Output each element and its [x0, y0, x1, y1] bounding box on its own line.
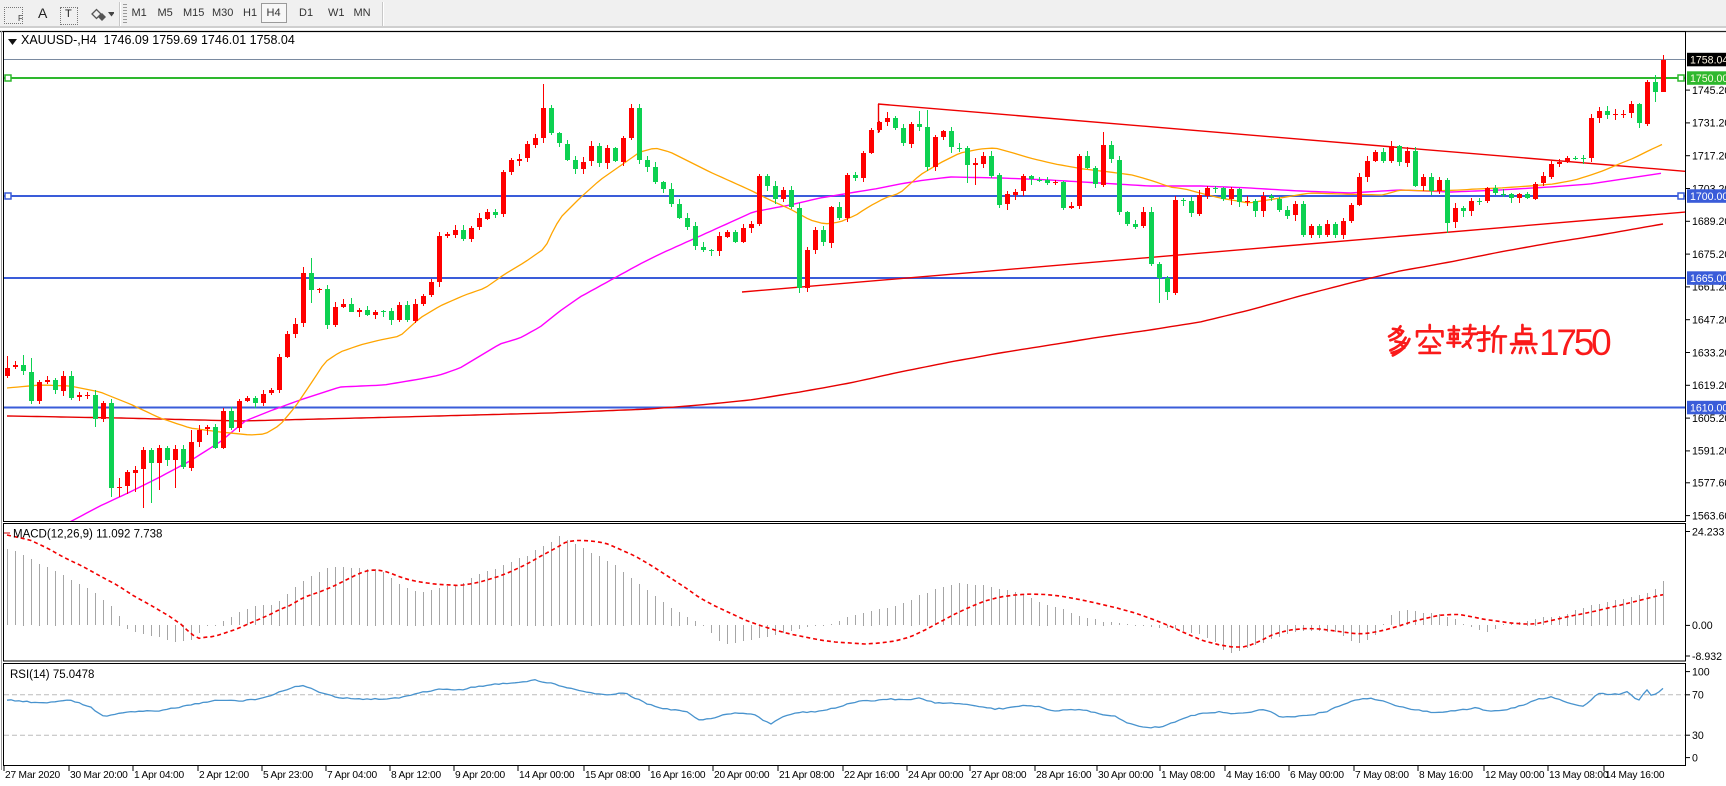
svg-text:1750.00: 1750.00: [1690, 73, 1726, 85]
svg-text:30 Apr 00:00: 30 Apr 00:00: [1098, 770, 1154, 781]
svg-text:1675.20: 1675.20: [1692, 249, 1726, 261]
svg-text:1619.20: 1619.20: [1692, 380, 1726, 392]
svg-text:7 Apr 04:00: 7 Apr 04:00: [327, 770, 377, 781]
svg-text:28 Apr 16:00: 28 Apr 16:00: [1036, 770, 1092, 781]
svg-text:1750: 1750: [1539, 322, 1611, 363]
svg-text:30: 30: [1692, 730, 1704, 742]
svg-text:1665.00: 1665.00: [1690, 273, 1726, 285]
svg-text:14 Apr 00:00: 14 Apr 00:00: [519, 770, 575, 781]
svg-text:30 Mar 20:00: 30 Mar 20:00: [70, 770, 128, 781]
svg-text:21 Apr 08:00: 21 Apr 08:00: [779, 770, 835, 781]
svg-text:14 May 16:00: 14 May 16:00: [1605, 770, 1665, 781]
svg-text:1758.04: 1758.04: [1690, 54, 1726, 66]
svg-text:13 May 08:00: 13 May 08:00: [1549, 770, 1609, 781]
svg-text:15 Apr 08:00: 15 Apr 08:00: [585, 770, 641, 781]
svg-text:1577.60: 1577.60: [1692, 478, 1726, 490]
svg-text:1700.00: 1700.00: [1690, 191, 1726, 203]
svg-text:1591.20: 1591.20: [1692, 446, 1726, 458]
svg-text:24 Apr 00:00: 24 Apr 00:00: [908, 770, 964, 781]
svg-text:0.00: 0.00: [1692, 620, 1713, 632]
svg-text:2 Apr 12:00: 2 Apr 12:00: [199, 770, 249, 781]
svg-text:27 Mar 2020: 27 Mar 2020: [5, 770, 61, 781]
svg-text:0: 0: [1692, 752, 1698, 764]
svg-text:16 Apr 16:00: 16 Apr 16:00: [650, 770, 706, 781]
svg-text:9 Apr 20:00: 9 Apr 20:00: [455, 770, 505, 781]
svg-text:1605.20: 1605.20: [1692, 413, 1726, 425]
svg-text:-8.932: -8.932: [1692, 651, 1722, 663]
svg-text:100: 100: [1692, 666, 1710, 678]
svg-text:MACD(12,26,9) 11.092 7.738: MACD(12,26,9) 11.092 7.738: [13, 529, 162, 541]
svg-text:RSI(14) 75.0478: RSI(14) 75.0478: [10, 669, 94, 681]
svg-text:1 Apr 04:00: 1 Apr 04:00: [134, 770, 184, 781]
svg-text:20 Apr 00:00: 20 Apr 00:00: [714, 770, 770, 781]
svg-text:1717.20: 1717.20: [1692, 151, 1726, 163]
svg-text:7 May 08:00: 7 May 08:00: [1355, 770, 1409, 781]
svg-text:22 Apr 16:00: 22 Apr 16:00: [844, 770, 900, 781]
svg-text:8 Apr 12:00: 8 Apr 12:00: [391, 770, 441, 781]
svg-text:4 May 16:00: 4 May 16:00: [1226, 770, 1280, 781]
svg-text:70: 70: [1692, 690, 1704, 702]
svg-text:XAUUSD-,H4 1746.09 1759.69 17: XAUUSD-,H4 1746.09 1759.69 1746.01 1758.…: [21, 33, 295, 47]
svg-text:1731.20: 1731.20: [1692, 118, 1726, 130]
svg-text:1 May 08:00: 1 May 08:00: [1161, 770, 1215, 781]
svg-text:6 May 00:00: 6 May 00:00: [1290, 770, 1344, 781]
svg-text:1745.20: 1745.20: [1692, 85, 1726, 97]
svg-text:1633.20: 1633.20: [1692, 347, 1726, 359]
svg-text:12 May 00:00: 12 May 00:00: [1485, 770, 1545, 781]
svg-text:1563.60: 1563.60: [1692, 510, 1726, 522]
svg-text:24.233: 24.233: [1692, 526, 1725, 538]
svg-text:1647.20: 1647.20: [1692, 315, 1726, 327]
svg-text:8 May 16:00: 8 May 16:00: [1419, 770, 1473, 781]
svg-text:1689.20: 1689.20: [1692, 216, 1726, 228]
svg-text:1610.00: 1610.00: [1690, 402, 1726, 414]
svg-text:27 Apr 08:00: 27 Apr 08:00: [971, 770, 1027, 781]
svg-text:5 Apr 23:00: 5 Apr 23:00: [263, 770, 313, 781]
